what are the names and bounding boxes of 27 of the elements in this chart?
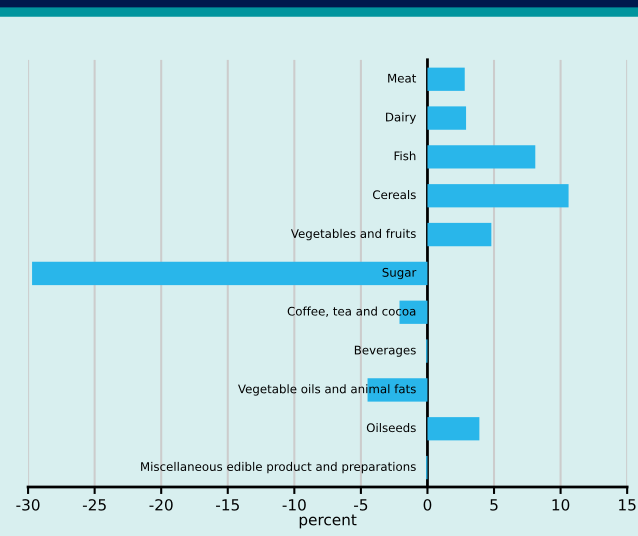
x-tick-label: 0 <box>424 499 432 511</box>
x-tick-label: -25 <box>82 499 106 511</box>
y-tick-label: Meat <box>388 74 416 83</box>
bar <box>427 184 569 208</box>
bar <box>32 262 428 286</box>
x-tick-label: 10 <box>552 499 570 511</box>
x-tick-label: 15 <box>619 499 636 511</box>
bar <box>427 106 466 130</box>
bar <box>427 68 465 91</box>
x-tick-label: -15 <box>216 499 239 511</box>
y-tick-label: Cereals <box>372 190 416 200</box>
y-tick-label: Dairy <box>386 112 416 124</box>
bar <box>427 145 536 169</box>
y-tick-label: Miscellaneous edible product and preparations <box>141 462 416 474</box>
y-tick-label: Oilseeds <box>366 423 416 432</box>
x-tick-label: 5 <box>490 499 498 511</box>
x-axis-title: percent <box>300 514 356 528</box>
x-tick-label: -30 <box>16 499 40 511</box>
x-tick-label: -20 <box>149 499 173 511</box>
bar <box>427 222 492 246</box>
x-tick-label: -5 <box>354 499 368 511</box>
bar <box>427 417 480 440</box>
y-tick-label: Vegetables and fruits <box>290 228 416 240</box>
y-tick-label: Fish <box>394 151 416 160</box>
y-tick-label: Beverages <box>354 346 416 357</box>
y-tick-label: Sugar <box>382 268 416 280</box>
x-tick-label: -10 <box>282 499 306 511</box>
